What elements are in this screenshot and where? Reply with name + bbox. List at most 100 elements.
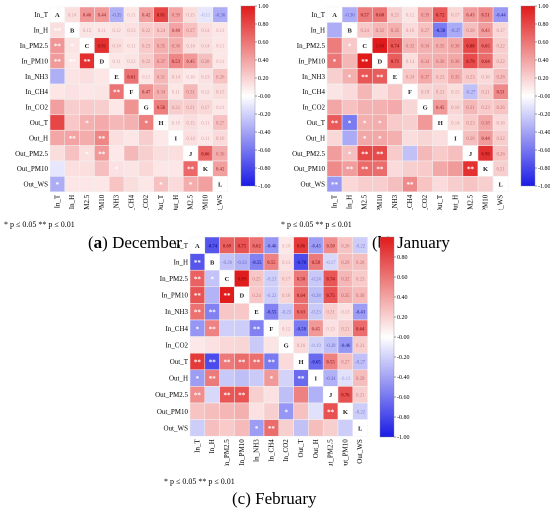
row-label: Out_PM2.5	[15, 150, 48, 158]
correlation-value: 0.24	[361, 29, 370, 34]
correlation-value: 0.18	[282, 294, 291, 299]
p-note-december: * p ≤ 0.05 ** p ≤ 0.01	[4, 220, 75, 229]
correlation-value: 0.66	[201, 152, 210, 157]
correlation-value: -0.35	[112, 14, 123, 19]
significance-mark: **	[253, 359, 261, 367]
row-label: Out_PM2.5	[292, 150, 325, 158]
column-label: In_PM10	[98, 194, 106, 210]
cell	[219, 336, 235, 354]
row-label: In_NH3	[302, 73, 325, 81]
correlation-value: 0.44	[481, 137, 490, 142]
cell	[49, 99, 66, 116]
correlation-value: -0.28	[311, 294, 322, 299]
significance-mark: **	[84, 58, 92, 66]
significance-mark: **	[194, 392, 202, 400]
correlation-value: 0.22	[172, 106, 181, 111]
cell	[234, 303, 250, 321]
cell	[387, 99, 403, 116]
significance-mark: **	[327, 408, 335, 416]
correlation-value: 0.14	[201, 45, 210, 50]
correlation-value: 0.21	[391, 14, 400, 19]
correlation-value: 0.71	[391, 60, 400, 65]
correlation-value: 0.23	[466, 122, 475, 127]
correlation-value: 0.86	[297, 244, 306, 249]
cell	[168, 176, 184, 193]
cell	[387, 160, 403, 177]
diagonal-letter: G	[144, 105, 149, 112]
correlation-value: -0.74	[207, 244, 218, 249]
column-label: Out_T	[157, 194, 165, 210]
correlation-value: 0.91	[98, 45, 107, 50]
correlation-value: -0.22	[355, 244, 366, 249]
correlation-value: 0.14	[68, 14, 77, 19]
correlation-value: -0.36	[215, 14, 226, 19]
cell	[108, 114, 125, 131]
cell	[212, 176, 228, 193]
cell	[402, 160, 418, 177]
row-label: Out_T	[30, 119, 49, 127]
column-label: In_CH4	[127, 194, 135, 210]
correlation-value: -0.24	[311, 278, 322, 283]
correlation-value: 1.00	[376, 45, 385, 50]
diagonal-letter: B	[347, 28, 352, 35]
correlation-value: 0.46	[83, 14, 92, 19]
correlation-value: -0.65	[311, 361, 322, 366]
correlation-value: 0.45	[436, 106, 445, 111]
significance-mark: *	[255, 425, 259, 433]
row-label: Out_PM2.5	[155, 391, 188, 399]
heatmap-december: A 0.14 0.46 0.44 -0.35 0.11 0.42 0.81 0.39 0.15 -0…	[15, 4, 270, 228]
column-label: In_CO2	[142, 194, 150, 210]
correlation-value: 0.14	[201, 29, 210, 34]
cell	[219, 419, 235, 437]
correlation-value: 0.17	[201, 106, 210, 111]
colorbar-tick-label: 0.80	[258, 22, 269, 28]
correlation-value: -0.58	[296, 327, 307, 332]
cell	[326, 145, 343, 162]
cell	[64, 99, 80, 116]
cell	[49, 68, 66, 85]
column-label: In_PM2.5	[223, 439, 231, 466]
panel-february: A -0.74 0.69 0.75 0.62 -0.46 0.10 0.86 -0.43 0.50…	[140, 228, 412, 472]
significance-mark: *	[144, 120, 148, 128]
significance-mark: **	[194, 359, 202, 367]
cell	[189, 419, 206, 437]
correlation-value: 0.11	[216, 60, 225, 65]
diagonal-letter: J	[189, 151, 193, 158]
cell	[432, 145, 449, 162]
significance-mark: *	[348, 120, 352, 128]
cell	[248, 386, 265, 404]
cell	[477, 176, 494, 193]
correlation-value: 0.74	[326, 278, 335, 283]
row-label: Out_PM10	[157, 408, 189, 416]
row-label: In_H	[174, 258, 188, 266]
cell	[49, 129, 66, 146]
caption-february: (c) February	[232, 489, 317, 508]
correlation-value: 0.38	[481, 122, 490, 127]
column-label: Out_T	[297, 438, 305, 457]
significance-mark: **	[376, 73, 384, 81]
correlation-value: 0.21	[326, 311, 335, 316]
cell	[263, 386, 280, 404]
colorbar-tick-label: -0.60	[538, 148, 550, 154]
cell	[64, 160, 80, 177]
column-label: In_PM10	[376, 194, 384, 210]
column-label: In_NH3	[253, 439, 261, 462]
cell	[387, 176, 403, 193]
diagonal-letter: C	[362, 43, 367, 50]
correlation-value: 0.23	[481, 106, 490, 111]
diagonal-letter: A	[55, 12, 60, 19]
correlation-value: 0.11	[127, 45, 136, 50]
diagonal-letter: J	[469, 151, 473, 158]
correlation-value: 0.76	[341, 394, 350, 399]
correlation-value: 0.18	[451, 106, 460, 111]
cell	[219, 402, 235, 420]
correlation-value: -0.27	[355, 361, 366, 366]
correlation-value: -0.22	[355, 410, 366, 415]
cell	[189, 336, 206, 354]
diagonal-letter: B	[70, 28, 75, 35]
correlation-value: 0.74	[391, 45, 400, 50]
significance-mark: **	[361, 73, 369, 81]
correlation-value: 0.80	[466, 45, 475, 50]
row-label: In_CH4	[165, 325, 188, 333]
correlation-value: 0.14	[112, 45, 121, 50]
